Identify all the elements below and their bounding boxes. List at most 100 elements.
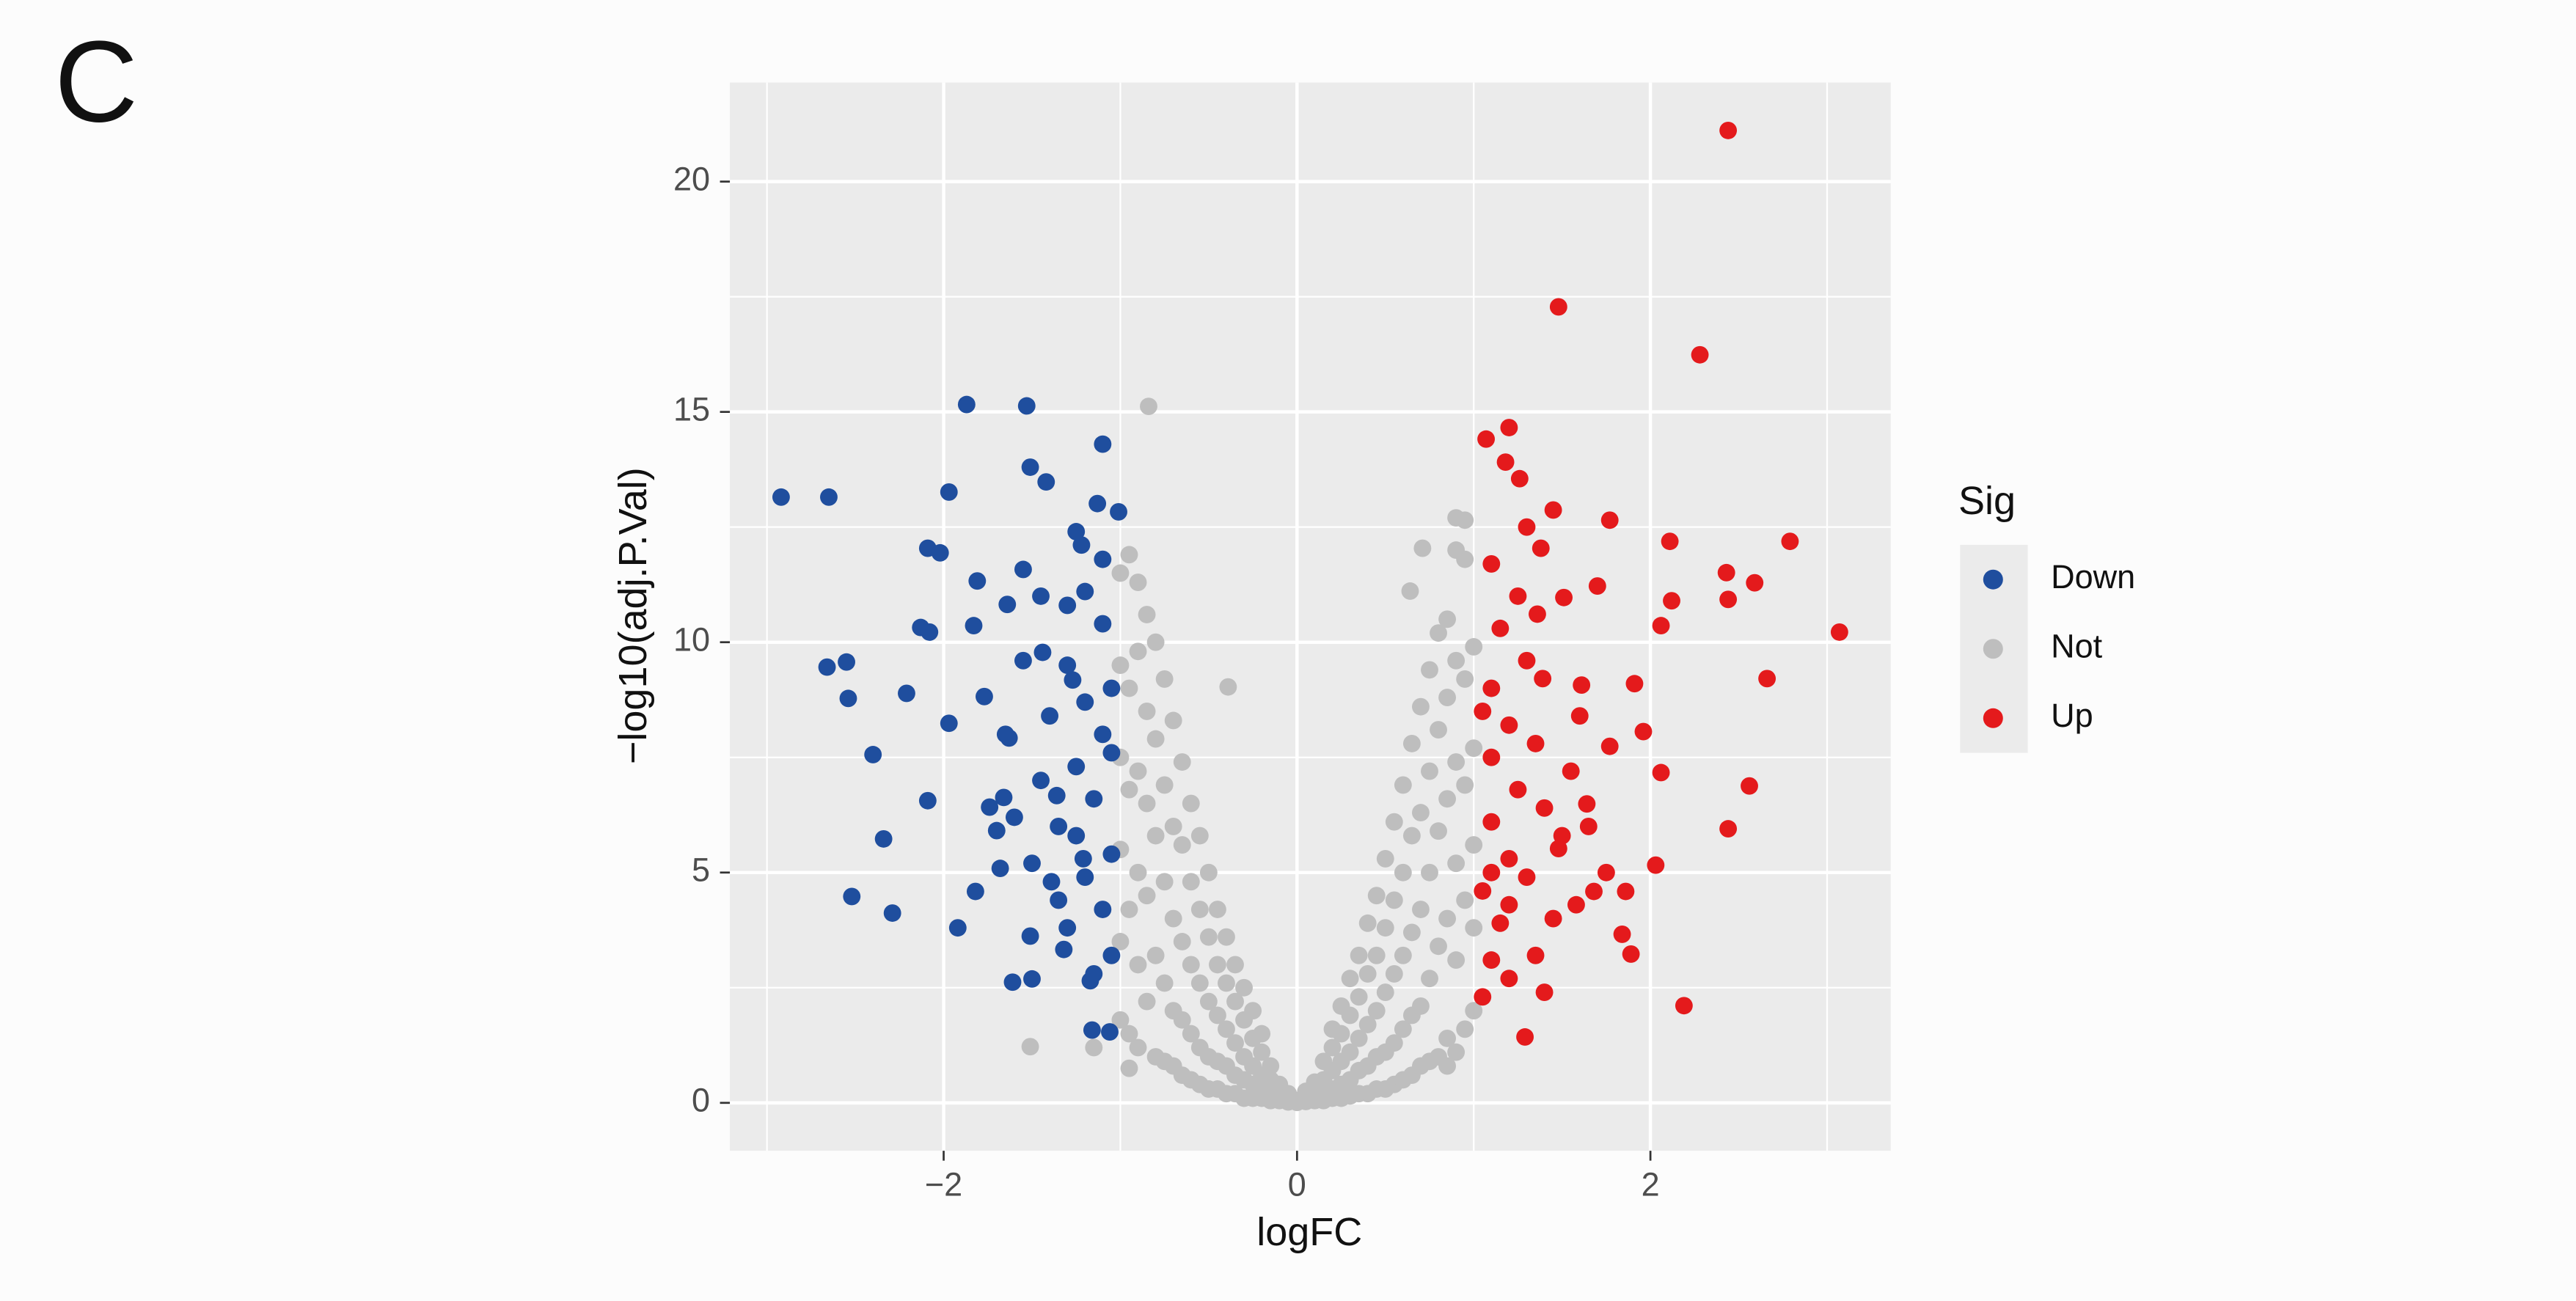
point	[1438, 610, 1457, 628]
point	[1544, 501, 1562, 519]
point	[957, 395, 976, 414]
point	[1111, 1011, 1130, 1029]
point	[1421, 970, 1438, 988]
point	[1146, 946, 1165, 964]
point	[1032, 772, 1050, 790]
point	[991, 860, 1009, 878]
point	[1579, 818, 1598, 835]
point	[1438, 790, 1457, 808]
y-tick-label: 10	[673, 621, 710, 659]
point	[1102, 845, 1121, 863]
legend-marker	[1983, 639, 2003, 659]
point	[864, 746, 882, 763]
point	[1190, 974, 1209, 992]
point	[1719, 820, 1738, 838]
point	[1218, 1020, 1235, 1038]
point	[1350, 946, 1368, 964]
point	[918, 791, 937, 810]
point	[1129, 762, 1147, 780]
point	[1465, 919, 1483, 937]
point	[1465, 638, 1483, 656]
point	[1350, 1029, 1368, 1047]
point	[1199, 928, 1218, 946]
point	[1341, 1006, 1359, 1025]
point	[1208, 901, 1226, 918]
point	[1562, 762, 1580, 780]
point	[948, 919, 967, 937]
point	[772, 488, 790, 506]
point	[1262, 1057, 1280, 1075]
y-tick-label: 5	[692, 851, 710, 889]
point	[820, 488, 838, 506]
plot-panel	[730, 82, 1891, 1151]
point	[838, 653, 855, 671]
point	[1032, 587, 1050, 605]
point	[1146, 827, 1165, 845]
point	[1146, 633, 1165, 651]
point	[1094, 435, 1112, 453]
point	[1482, 748, 1501, 766]
point	[1496, 453, 1515, 472]
point	[1438, 909, 1457, 928]
point	[1076, 582, 1094, 601]
point	[1067, 523, 1086, 540]
point	[931, 543, 949, 562]
legend-marker	[1983, 708, 2003, 728]
point	[1155, 776, 1174, 794]
point	[1110, 503, 1127, 521]
point	[1758, 670, 1777, 688]
point	[1456, 670, 1474, 688]
point	[1047, 786, 1066, 805]
point	[1719, 590, 1738, 609]
point	[1023, 970, 1041, 988]
point	[1332, 1025, 1350, 1043]
point	[1555, 588, 1573, 606]
y-tick-label: 0	[692, 1082, 710, 1119]
point	[1072, 536, 1091, 554]
point	[1482, 863, 1501, 882]
point	[1570, 707, 1589, 725]
point	[1094, 725, 1112, 744]
point	[1600, 737, 1619, 755]
point	[1218, 928, 1235, 946]
point	[1402, 923, 1421, 942]
point	[1447, 854, 1466, 873]
point	[1447, 1043, 1466, 1061]
point	[1421, 863, 1438, 882]
point	[1085, 790, 1103, 808]
point	[1421, 661, 1438, 679]
point	[1244, 1002, 1262, 1020]
point	[843, 887, 861, 906]
point	[1102, 744, 1121, 762]
point	[1385, 891, 1403, 909]
point	[1402, 827, 1421, 845]
point	[1535, 799, 1554, 817]
point	[1675, 997, 1693, 1015]
point	[1323, 1038, 1342, 1057]
point	[1094, 550, 1112, 568]
point	[1083, 1021, 1101, 1039]
point	[1509, 780, 1527, 799]
point	[1199, 863, 1218, 882]
point	[1367, 887, 1386, 905]
point	[1578, 795, 1596, 813]
point	[1120, 901, 1138, 918]
y-tick-label: 15	[673, 391, 710, 428]
point	[1014, 560, 1032, 579]
point	[1412, 901, 1430, 918]
point	[1111, 656, 1130, 675]
point	[1226, 992, 1244, 1011]
point	[981, 798, 999, 816]
point	[1367, 946, 1386, 964]
point	[1138, 606, 1156, 623]
point	[1663, 592, 1680, 610]
point	[1102, 946, 1121, 964]
x-tick-label: 2	[1642, 1166, 1660, 1203]
point	[1474, 988, 1492, 1006]
point	[1412, 804, 1430, 822]
point	[1781, 532, 1799, 551]
point	[1341, 1043, 1359, 1061]
point	[1173, 933, 1191, 950]
